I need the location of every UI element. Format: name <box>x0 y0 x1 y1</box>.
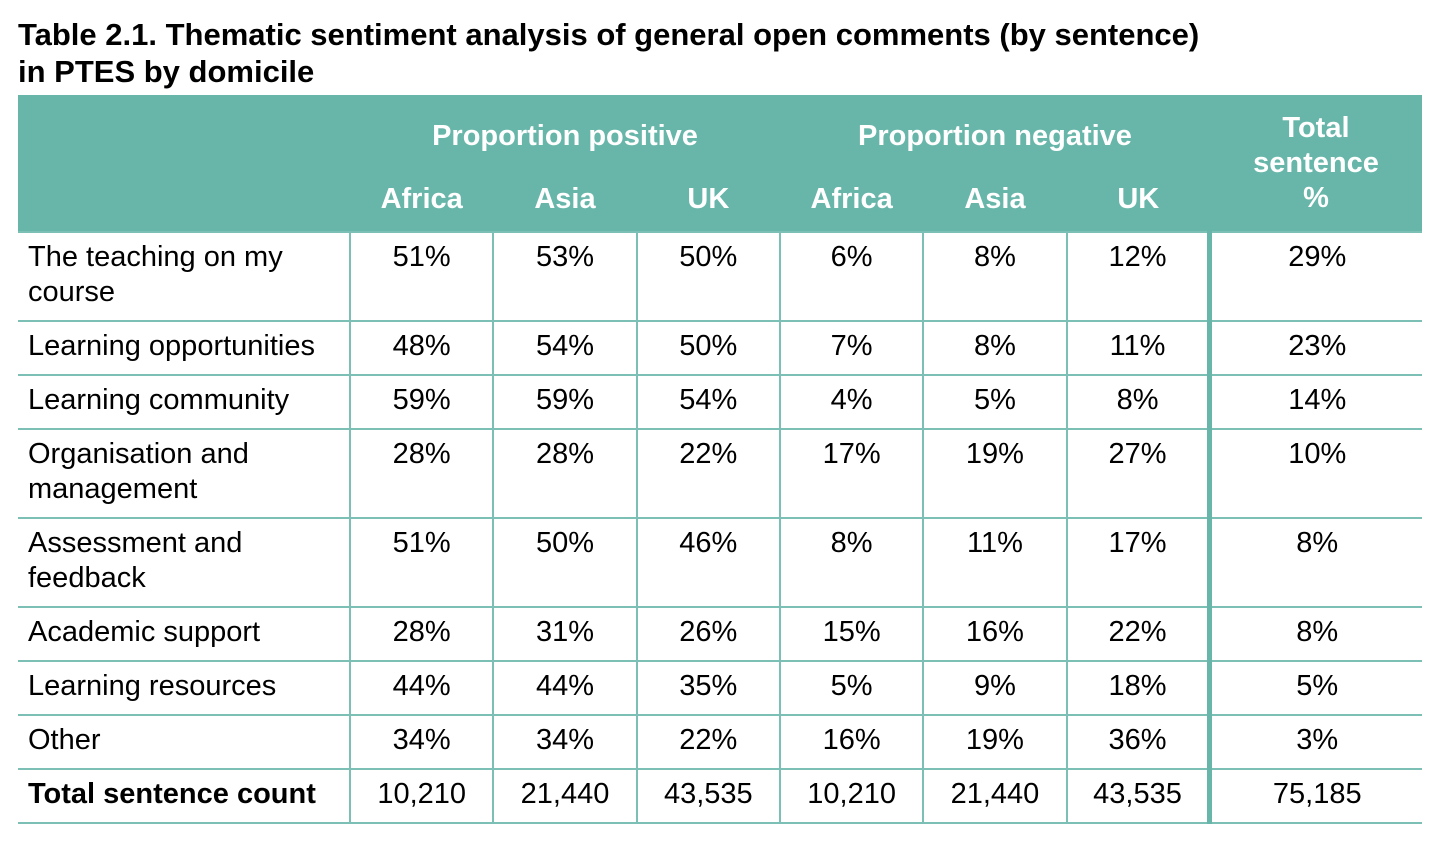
value-cell: 35% <box>635 660 781 716</box>
value-cell: 17% <box>778 428 925 519</box>
value-cell: 44% <box>492 660 638 716</box>
header-blank <box>18 95 351 232</box>
value-cell: 17% <box>1065 517 1211 608</box>
value-cell: 28% <box>349 606 495 662</box>
value-cell: 10,210 <box>349 768 495 824</box>
row-label: Assessment and feedback <box>18 517 352 608</box>
value-cell: 54% <box>635 374 781 430</box>
header-total-line3: % <box>1303 181 1329 214</box>
total-cell: 75,185 <box>1207 768 1422 824</box>
value-cell: 12% <box>1065 231 1211 322</box>
header-total-line2: sentence <box>1253 146 1379 179</box>
value-cell: 28% <box>349 428 495 519</box>
value-cell: 34% <box>349 714 495 770</box>
value-cell: 26% <box>635 606 781 662</box>
value-cell: 8% <box>1065 374 1211 430</box>
header-negative-africa: Africa <box>779 177 924 232</box>
total-cell: 29% <box>1207 231 1422 322</box>
value-cell: 59% <box>492 374 638 430</box>
total-cell: 14% <box>1207 374 1422 430</box>
table-row: The teaching on my course 51% 53% 50% 6% 8% 12… <box>18 231 1422 322</box>
value-cell: 18% <box>1065 660 1211 716</box>
row-label: Other <box>18 714 352 770</box>
table-row: Other 34% 34% 22% 16% 19% 36% 3% <box>18 714 1422 770</box>
row-label: Organisation and management <box>18 428 352 519</box>
value-cell: 50% <box>635 320 781 376</box>
table-title-line1: Table 2.1. Thematic sentiment analysis o… <box>18 17 1200 52</box>
value-cell: 22% <box>635 428 781 519</box>
value-cell: 46% <box>635 517 781 608</box>
table-row: Organisation and management 28% 28% 22% 17% 1… <box>18 428 1422 519</box>
total-cell: 8% <box>1207 606 1422 662</box>
header-positive-africa: Africa <box>350 177 494 232</box>
value-cell: 4% <box>778 374 925 430</box>
table-row: Academic support 28% 31% 26% 15% 16% 22% 8% <box>18 606 1422 662</box>
table-row: Learning opportunities 48% 54% 50% 7% 8% 11% 23… <box>18 320 1422 376</box>
header-positive-uk: UK <box>636 177 780 232</box>
total-cell: 8% <box>1207 517 1422 608</box>
value-cell: 22% <box>1065 606 1211 662</box>
total-cell: 3% <box>1207 714 1422 770</box>
value-cell: 11% <box>922 517 1068 608</box>
header-negative-uk: UK <box>1066 177 1210 232</box>
value-cell: 51% <box>349 231 495 322</box>
row-label: The teaching on my course <box>18 231 352 322</box>
value-cell: 51% <box>349 517 495 608</box>
row-label: Learning opportunities <box>18 320 352 376</box>
value-cell: 31% <box>492 606 638 662</box>
total-cell: 10% <box>1207 428 1422 519</box>
row-label: Learning resources <box>18 660 352 716</box>
value-cell: 16% <box>778 714 925 770</box>
value-cell: 22% <box>635 714 781 770</box>
total-cell: 23% <box>1207 320 1422 376</box>
value-cell: 19% <box>922 428 1068 519</box>
value-cell: 28% <box>492 428 638 519</box>
value-cell: 5% <box>922 374 1068 430</box>
value-cell: 15% <box>778 606 925 662</box>
value-cell: 19% <box>922 714 1068 770</box>
header-total-line1: Total <box>1282 111 1350 144</box>
value-cell: 50% <box>492 517 638 608</box>
header-negative-asia: Asia <box>923 177 1067 232</box>
value-cell: 9% <box>922 660 1068 716</box>
value-cell: 54% <box>492 320 638 376</box>
table-body: The teaching on my course 51% 53% 50% 6% 8% 12… <box>18 231 1422 824</box>
value-cell: 50% <box>635 231 781 322</box>
value-cell: 36% <box>1065 714 1211 770</box>
row-label: Total sentence count <box>18 768 352 824</box>
value-cell: 27% <box>1065 428 1211 519</box>
value-cell: 7% <box>778 320 925 376</box>
row-label: Learning community <box>18 374 352 430</box>
header-proportion-positive: Proportion positive <box>350 95 780 177</box>
row-label: Academic support <box>18 606 352 662</box>
value-cell: 10,210 <box>778 768 925 824</box>
value-cell: 53% <box>492 231 638 322</box>
table-title: Table 2.1. Thematic sentiment analysis o… <box>18 16 1199 90</box>
header-total-sentence-percent: Total sentence % <box>1209 95 1422 232</box>
value-cell: 5% <box>778 660 925 716</box>
value-cell: 59% <box>349 374 495 430</box>
table-row: Learning community 59% 59% 54% 4% 5% 8% 14% <box>18 374 1422 430</box>
value-cell: 44% <box>349 660 495 716</box>
sentiment-table: Proportion positive Proportion negative … <box>18 95 1422 824</box>
value-cell: 8% <box>778 517 925 608</box>
value-cell: 11% <box>1065 320 1211 376</box>
table-row: Assessment and feedback 51% 50% 46% 8% 11% 17%… <box>18 517 1422 608</box>
table-total-row: Total sentence count 10,210 21,440 43,535 10… <box>18 768 1422 824</box>
total-cell: 5% <box>1207 660 1422 716</box>
value-cell: 43,535 <box>1065 768 1211 824</box>
value-cell: 21,440 <box>922 768 1068 824</box>
value-cell: 8% <box>922 320 1068 376</box>
value-cell: 6% <box>778 231 925 322</box>
table-title-line2: in PTES by domicile <box>18 54 315 89</box>
header-proportion-negative: Proportion negative <box>779 95 1210 177</box>
value-cell: 34% <box>492 714 638 770</box>
value-cell: 16% <box>922 606 1068 662</box>
value-cell: 8% <box>922 231 1068 322</box>
value-cell: 21,440 <box>492 768 638 824</box>
header-positive-asia: Asia <box>493 177 637 232</box>
value-cell: 43,535 <box>635 768 781 824</box>
table-row: Learning resources 44% 44% 35% 5% 9% 18% 5% <box>18 660 1422 716</box>
value-cell: 48% <box>349 320 495 376</box>
